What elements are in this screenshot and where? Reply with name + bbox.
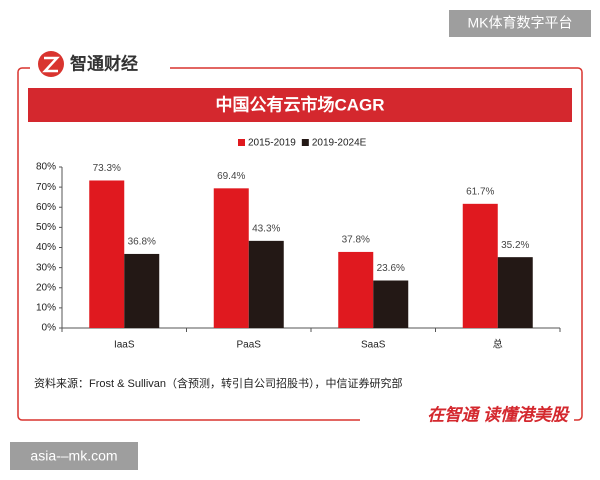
x-tick-label: IaaS	[114, 340, 135, 351]
y-tick-label: 10%	[36, 303, 56, 314]
bar	[497, 257, 533, 328]
y-tick-label: 50%	[36, 222, 56, 233]
bar	[124, 253, 160, 328]
value-label: 36.8%	[128, 237, 156, 248]
chart-title: 中国公有云市场CAGR	[215, 94, 384, 114]
value-label: 37.8%	[342, 235, 370, 246]
x-tick-label: SaaS	[361, 340, 386, 351]
y-tick-label: 20%	[36, 282, 56, 293]
value-label: 23.6%	[377, 263, 405, 274]
site: asia-–mk.com	[30, 448, 117, 464]
source: 资料来源：Frost & Sullivan（含预测，转引自公司招股书），中信证券…	[34, 376, 403, 390]
value-label: 73.3%	[93, 163, 121, 174]
y-tick-label: 0%	[42, 323, 57, 334]
bar	[213, 188, 249, 328]
value-label: 43.3%	[252, 223, 280, 234]
bar	[248, 240, 284, 328]
value-label: 61.7%	[466, 186, 494, 197]
footer-slogan: 在智通 读懂港美股	[427, 405, 570, 424]
brand: 智通财经	[70, 53, 138, 73]
legend-label: 2015-2019	[248, 138, 296, 149]
x-tick-label: 总	[493, 338, 503, 351]
bar	[89, 180, 125, 328]
legend-label: 2019-2024E	[312, 138, 367, 149]
y-tick-label: 30%	[36, 262, 56, 273]
legend-swatch	[301, 139, 309, 146]
value-label: 69.4%	[217, 171, 245, 182]
bar	[373, 280, 409, 328]
y-tick-label: 80%	[36, 162, 56, 173]
y-tick-label: 60%	[36, 202, 56, 213]
frame-gap	[30, 60, 170, 76]
logo-mark	[42, 56, 60, 73]
bar	[338, 251, 374, 328]
value-label: 35.2%	[501, 240, 529, 251]
x-tick-label: PaaS	[237, 340, 262, 351]
y-tick-label: 70%	[36, 182, 56, 193]
bar	[462, 203, 498, 328]
y-tick-label: 40%	[36, 242, 56, 253]
watermark: MK体育数字平台	[468, 15, 573, 31]
title-banner	[28, 88, 572, 122]
watermark-box	[449, 10, 591, 37]
frame-gap	[360, 404, 574, 428]
legend-swatch	[238, 139, 245, 146]
frame	[17, 67, 583, 421]
site-box	[10, 442, 138, 470]
